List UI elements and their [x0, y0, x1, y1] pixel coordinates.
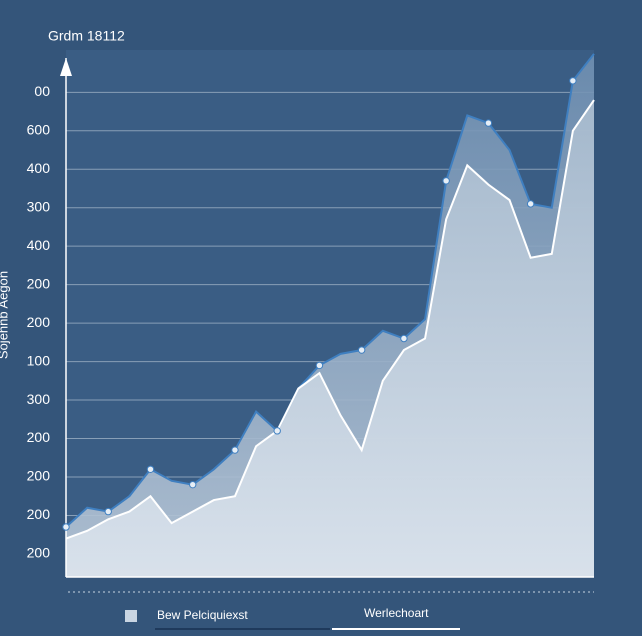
- chart-title: Grdm 18112: [48, 28, 125, 44]
- y-axis-label: Sojehnb Aegon: [0, 271, 10, 359]
- point: [315, 361, 324, 370]
- point: [231, 446, 239, 454]
- point: [569, 77, 577, 85]
- series-line: [65, 53, 595, 528]
- point: [189, 480, 197, 489]
- y-tick-label: 400: [27, 160, 51, 176]
- y-tick-label: 100: [27, 352, 51, 368]
- point: [146, 465, 155, 473]
- point: [357, 346, 366, 354]
- y-tick-label: 200: [27, 429, 51, 445]
- point: [400, 334, 408, 343]
- legend-label: Werlechoart: [364, 606, 429, 620]
- y-tick-label: 200: [27, 314, 51, 330]
- y-tick-label: 00: [34, 83, 50, 99]
- y-tick-label: 200: [27, 275, 51, 291]
- point: [273, 427, 281, 435]
- axis-arrow: [60, 58, 72, 76]
- legend-swatch: [125, 610, 137, 622]
- point: [62, 523, 70, 531]
- y-tick-label: 300: [27, 198, 51, 214]
- y-tick-label: 200: [27, 468, 51, 484]
- y-tick-label: 200: [27, 506, 51, 522]
- area: [66, 100, 594, 578]
- point: [104, 507, 112, 516]
- y-tick-label: 300: [27, 391, 51, 407]
- point: [526, 200, 535, 208]
- y-tick-label: 400: [27, 237, 51, 253]
- series-line: [65, 99, 595, 540]
- legend-label: Bew Pelciquiexst: [157, 608, 248, 622]
- point: [484, 119, 493, 127]
- point: [442, 177, 450, 185]
- y-tick-label: 600: [27, 121, 51, 137]
- y-tick-label: 200: [27, 545, 51, 561]
